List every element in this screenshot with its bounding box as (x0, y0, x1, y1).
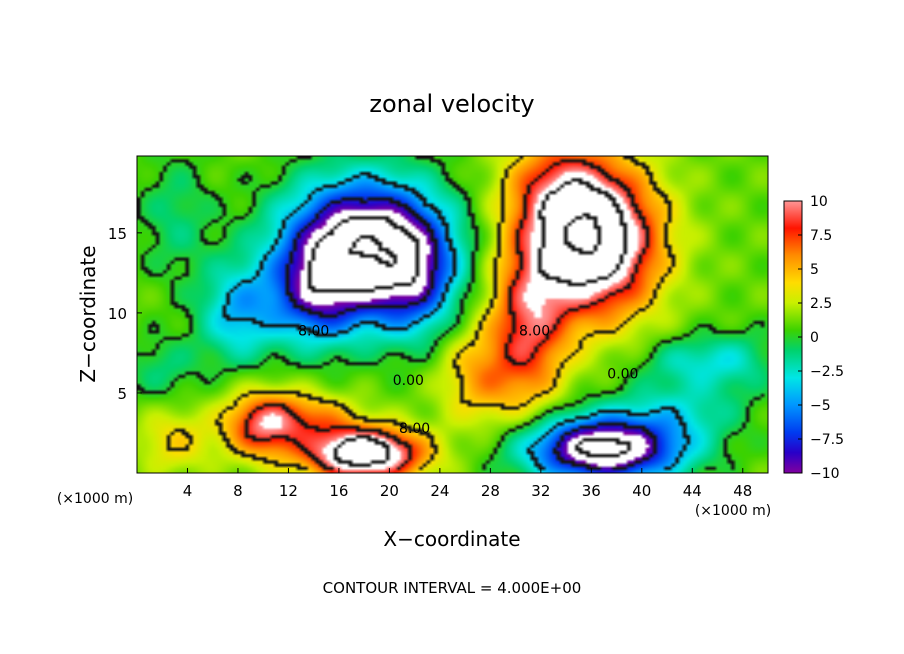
colorbar-tick-label: 2.5 (810, 296, 832, 312)
contour-interval-note: CONTOUR INTERVAL = 4.000E+00 (323, 579, 582, 597)
x-tick-label: 40 (632, 482, 651, 500)
colorbar-ticks: 10 7.5 5 2.5 0 −2.5 −5 −7.5 −10 (798, 194, 844, 482)
y-axis-ticks: 5 10 15 (108, 225, 142, 403)
x-tick-label: 24 (430, 482, 449, 500)
contour-labels: 8.00 8.00 0.00 0.00 8.00 (298, 323, 638, 437)
colorbar: 10 7.5 5 2.5 0 −2.5 −5 −7.5 −10 (783, 194, 844, 482)
x-unit-label-left: (×1000 m) (57, 491, 133, 507)
x-unit-label-right: (×1000 m) (695, 503, 771, 519)
x-tick-label: 32 (531, 482, 550, 500)
colorbar-tick-label: 10 (810, 194, 828, 210)
plot-area: 8.00 8.000.00 0.008.00 4 8 12 16 20 24 28 32 36 40 4… (108, 155, 769, 500)
y-axis-label: Z−coordinate (76, 245, 100, 382)
y-tick-label: 5 (117, 385, 127, 403)
colorbar-tick-label: −5 (810, 398, 831, 414)
x-tick-label: 8 (233, 482, 243, 500)
y-tick-label: 10 (108, 305, 127, 323)
x-tick-label: 12 (279, 482, 298, 500)
colorbar-tick-label: −10 (810, 466, 840, 482)
x-axis-label: X−coordinate (383, 527, 520, 551)
plot-frame (136, 155, 769, 474)
x-tick-label: 36 (582, 482, 601, 500)
contour-label: 8.00 (298, 323, 329, 339)
colorbar-tick-label: −2.5 (810, 364, 844, 380)
x-tick-label: 44 (683, 482, 702, 500)
contour-label: 0.00 (607, 367, 638, 383)
x-tick-label: 20 (380, 482, 399, 500)
colorbar-tick-label: 7.5 (810, 228, 832, 244)
x-tick-label: 48 (733, 482, 752, 500)
colorbar-tick-label: −7.5 (810, 432, 844, 448)
chart-title: zonal velocity (369, 90, 534, 118)
x-axis-ticks: 4 8 12 16 20 24 28 32 36 40 44 48 (183, 468, 752, 500)
colorbar-tick-label: 0 (810, 330, 819, 346)
y-tick-label: 15 (108, 225, 127, 243)
contour-label: 0.00 (393, 373, 424, 389)
contour-label: 8.00 (399, 421, 430, 437)
x-tick-label: 4 (183, 482, 193, 500)
colorbar-tick-label: 5 (810, 262, 819, 278)
velocity-field-heatmap (137, 156, 768, 473)
x-tick-label: 28 (481, 482, 500, 500)
x-tick-label: 16 (329, 482, 348, 500)
contour-label: 8.00 (519, 323, 550, 339)
